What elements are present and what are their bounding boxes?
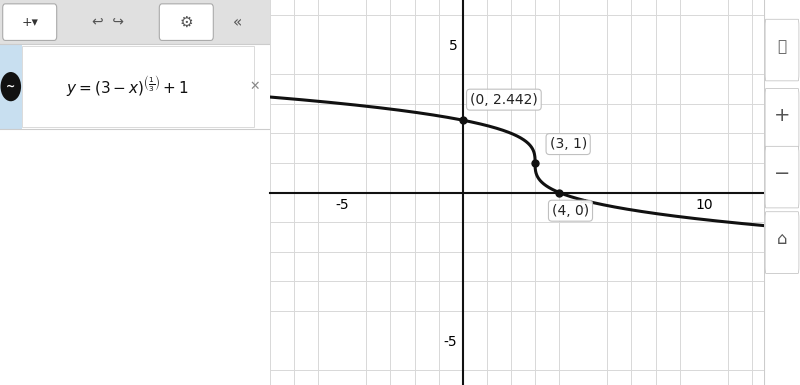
Text: (0, 2.442): (0, 2.442) [470, 93, 538, 107]
FancyBboxPatch shape [159, 4, 214, 40]
FancyBboxPatch shape [765, 19, 799, 81]
FancyBboxPatch shape [0, 0, 270, 44]
Text: −: − [774, 164, 790, 183]
Text: +▾: +▾ [22, 16, 38, 28]
Text: (3, 1): (3, 1) [550, 137, 586, 151]
FancyBboxPatch shape [765, 89, 799, 150]
Text: ✕: ✕ [250, 80, 260, 93]
Text: ↩  ↪: ↩ ↪ [92, 15, 124, 29]
FancyBboxPatch shape [22, 46, 254, 127]
Text: ~: ~ [6, 82, 15, 92]
Text: 🔧: 🔧 [778, 39, 786, 54]
Text: +: + [774, 106, 790, 125]
Text: «: « [233, 15, 242, 30]
FancyBboxPatch shape [2, 4, 57, 40]
FancyBboxPatch shape [765, 146, 799, 208]
FancyBboxPatch shape [0, 44, 22, 129]
Text: ⌂: ⌂ [777, 230, 787, 248]
Text: (4, 0): (4, 0) [552, 204, 589, 218]
FancyBboxPatch shape [765, 212, 799, 273]
Text: $y=(3-x)^{\left(\frac{1}{3}\right)}+1$: $y=(3-x)^{\left(\frac{1}{3}\right)}+1$ [66, 75, 188, 99]
Text: ⚙: ⚙ [179, 15, 193, 30]
Circle shape [1, 72, 21, 101]
